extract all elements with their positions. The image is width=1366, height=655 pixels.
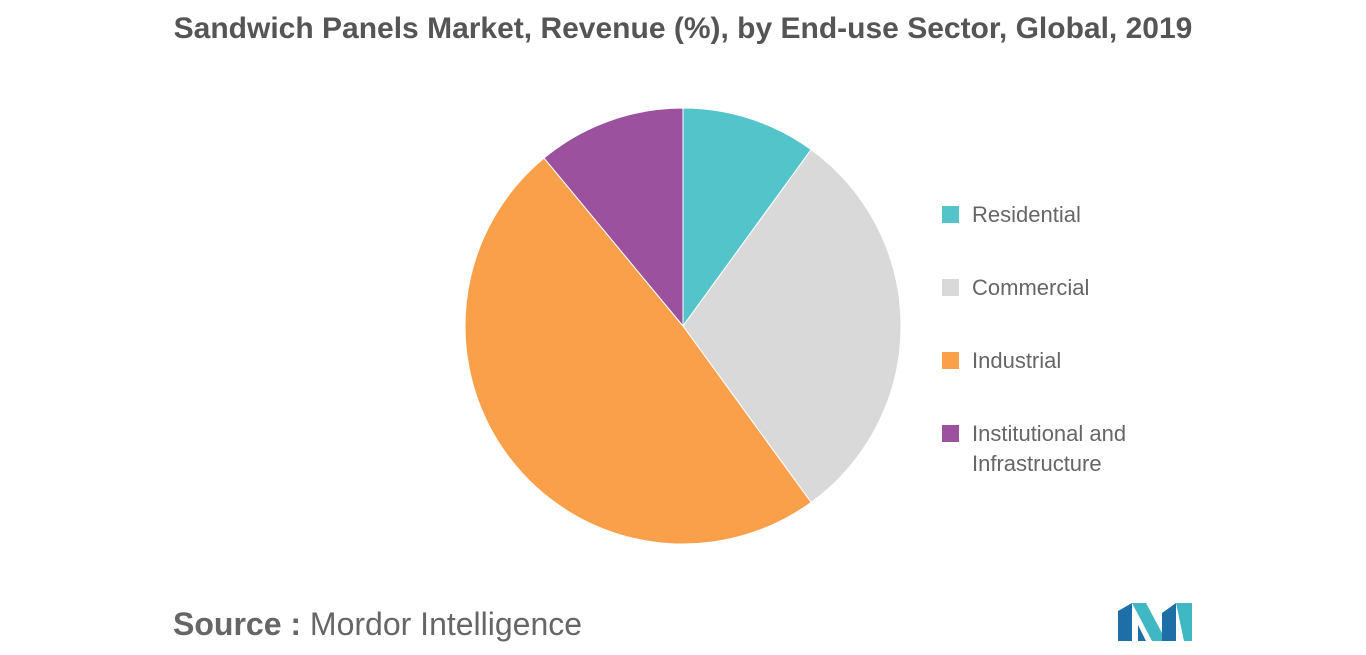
legend-label-institutional-and-infrastructure: Institutional and Infrastructure: [972, 421, 1127, 476]
legend-label-residential: Residential: [972, 202, 1081, 227]
chart-title: Sandwich Panels Market, Revenue (%), by …: [173, 12, 1193, 45]
legend-swatch-residential: [942, 206, 959, 223]
legend-item-industrial: Industrial: [942, 346, 1172, 376]
source-prefix: Source :: [173, 606, 302, 642]
pie-chart: [464, 107, 902, 545]
legend-item-institutional-and-infrastructure: Institutional and Infrastructure: [942, 419, 1172, 479]
mordor-intelligence-logo-icon: [1118, 603, 1192, 641]
pie-chart-svg: [464, 107, 902, 545]
source-note: Source : Mordor Intelligence: [173, 606, 582, 643]
legend-label-industrial: Industrial: [972, 348, 1062, 373]
legend-item-commercial: Commercial: [942, 273, 1172, 303]
legend-swatch-institutional-and-infrastructure: [942, 425, 959, 442]
pie-slice-institutional-and-infrastructure: [543, 107, 684, 328]
legend-item-residential: Residential: [942, 200, 1172, 230]
legend-label-commercial: Commercial: [972, 275, 1090, 300]
pie-slice-commercial: [682, 148, 902, 504]
legend-swatch-commercial: [942, 279, 959, 296]
legend-swatch-industrial: [942, 352, 959, 369]
source-name: Mordor Intelligence: [309, 606, 583, 642]
pie-slice-industrial: [464, 157, 812, 545]
pie-slice-residential: [682, 107, 812, 328]
